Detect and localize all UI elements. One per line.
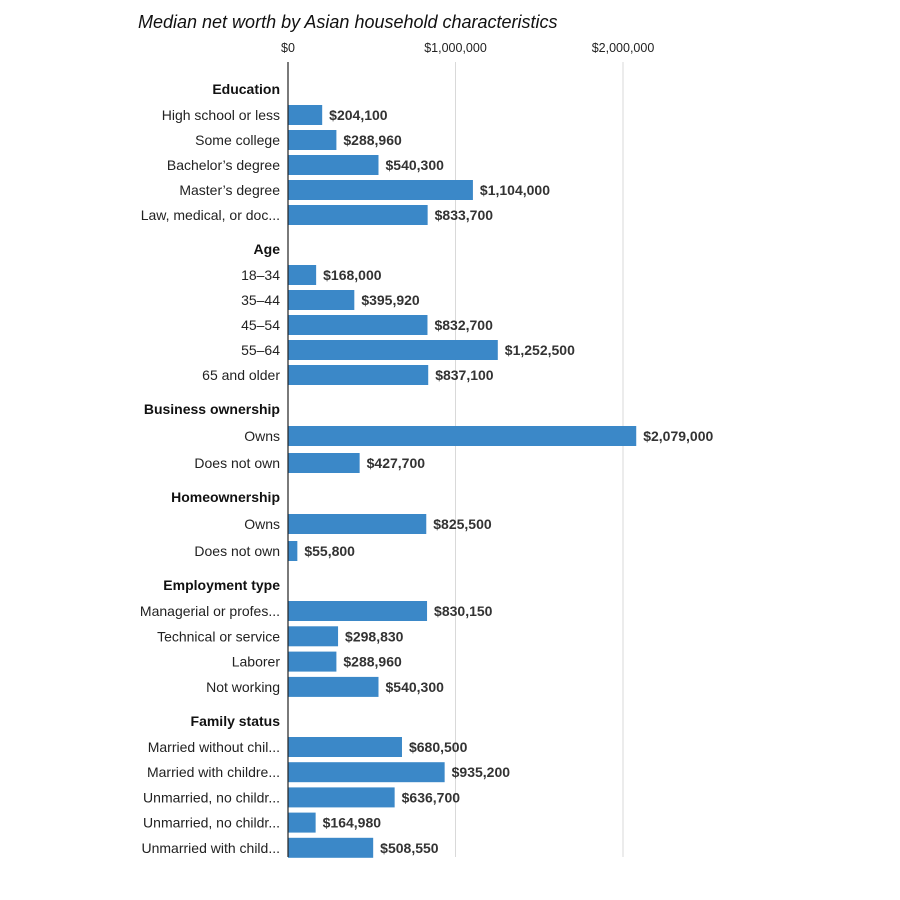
value-label: $833,700	[435, 207, 494, 223]
category-label: High school or less	[162, 107, 280, 123]
value-label: $825,500	[433, 516, 492, 532]
value-label: $288,960	[343, 132, 402, 148]
category-label: Technical or service	[157, 628, 280, 644]
value-label: $1,252,500	[505, 342, 575, 358]
category-label: 45–54	[241, 317, 280, 333]
x-axis-ticks: $0 $1,000,000 $2,000,000	[281, 41, 654, 55]
category-label: 18–34	[241, 267, 280, 283]
value-label: $298,830	[345, 628, 404, 644]
category-label: 65 and older	[202, 367, 280, 383]
value-label: $164,980	[323, 815, 382, 831]
bar	[288, 180, 473, 200]
bar	[288, 453, 360, 473]
bar	[288, 514, 427, 534]
category-label: 55–64	[241, 342, 280, 358]
value-label: $540,300	[386, 157, 445, 173]
category-label: 35–44	[241, 292, 280, 308]
chart-title: Median net worth by Asian household char…	[138, 12, 558, 32]
category-label: Married with childre...	[147, 764, 280, 780]
category-label: Unmarried with child...	[142, 840, 281, 856]
bar	[288, 130, 337, 150]
bar	[288, 812, 316, 833]
category-label: Does not own	[194, 543, 280, 559]
bar	[288, 365, 429, 385]
category-label: Some college	[195, 132, 280, 148]
bar	[288, 426, 637, 446]
group-age: Age 18–34 $168,000 35–44 $395,920 45–54 $832,7…	[202, 241, 575, 385]
bar	[288, 541, 298, 561]
category-label: Bachelor’s degree	[167, 157, 280, 173]
bar	[288, 737, 402, 757]
group-employment-type: Employment type Managerial or profes... $8…	[140, 577, 493, 697]
bar	[288, 837, 374, 858]
bar	[288, 626, 339, 647]
value-label: $204,100	[329, 107, 388, 123]
group-label: Employment type	[163, 577, 280, 593]
category-label: Unmarried, no childr...	[143, 789, 280, 805]
x-tick-label: $0	[281, 41, 295, 55]
group-family-status: Family status Married without chil... $680…	[142, 713, 511, 858]
value-label: $288,960	[343, 654, 402, 670]
value-label: $837,100	[435, 367, 494, 383]
value-label: $832,700	[434, 317, 493, 333]
category-label: Law, medical, or doc...	[141, 207, 280, 223]
value-label: $55,800	[304, 543, 355, 559]
bar	[288, 787, 395, 808]
category-label: Managerial or profes...	[140, 603, 280, 619]
category-label: Unmarried, no childr...	[143, 815, 280, 831]
bar	[288, 205, 428, 225]
category-label: Owns	[244, 516, 280, 532]
value-label: $680,500	[409, 739, 468, 755]
group-label: Homeownership	[171, 489, 280, 505]
value-label: $540,300	[386, 679, 445, 695]
group-business-ownership: Business ownership Owns $2,079,000 Does not…	[144, 401, 714, 473]
group-label: Business ownership	[144, 401, 280, 417]
bar	[288, 315, 428, 335]
category-label: Laborer	[232, 654, 281, 670]
group-label: Education	[212, 81, 280, 97]
category-label: Not working	[206, 679, 280, 695]
value-label: $830,150	[434, 603, 493, 619]
x-tick-label: $2,000,000	[592, 41, 655, 55]
group-homeownership: Homeownership Owns $825,500 Does not own $55…	[171, 489, 492, 561]
bar	[288, 762, 445, 783]
value-label: $427,700	[367, 455, 426, 471]
bar	[288, 105, 323, 125]
x-tick-label: $1,000,000	[424, 41, 487, 55]
bar	[288, 290, 355, 310]
value-label: $2,079,000	[643, 428, 713, 444]
bar	[288, 601, 428, 621]
value-label: $168,000	[323, 267, 382, 283]
bar	[288, 340, 498, 360]
group-label: Age	[254, 241, 281, 257]
bar	[288, 265, 317, 285]
value-label: $395,920	[361, 292, 420, 308]
value-label: $1,104,000	[480, 182, 550, 198]
value-label: $935,200	[452, 764, 511, 780]
value-label: $508,550	[380, 840, 439, 856]
bar	[288, 651, 337, 672]
value-label: $636,700	[402, 789, 461, 805]
category-label: Married without chil...	[148, 739, 280, 755]
category-label: Owns	[244, 428, 280, 444]
category-label: Master’s degree	[179, 182, 280, 198]
group-label: Family status	[191, 713, 281, 729]
group-education: Education High school or less $204,100 Some…	[141, 81, 550, 225]
bar	[288, 155, 379, 175]
category-label: Does not own	[194, 455, 280, 471]
bar	[288, 676, 379, 697]
bars: Education High school or less $204,100 Some…	[140, 81, 714, 858]
